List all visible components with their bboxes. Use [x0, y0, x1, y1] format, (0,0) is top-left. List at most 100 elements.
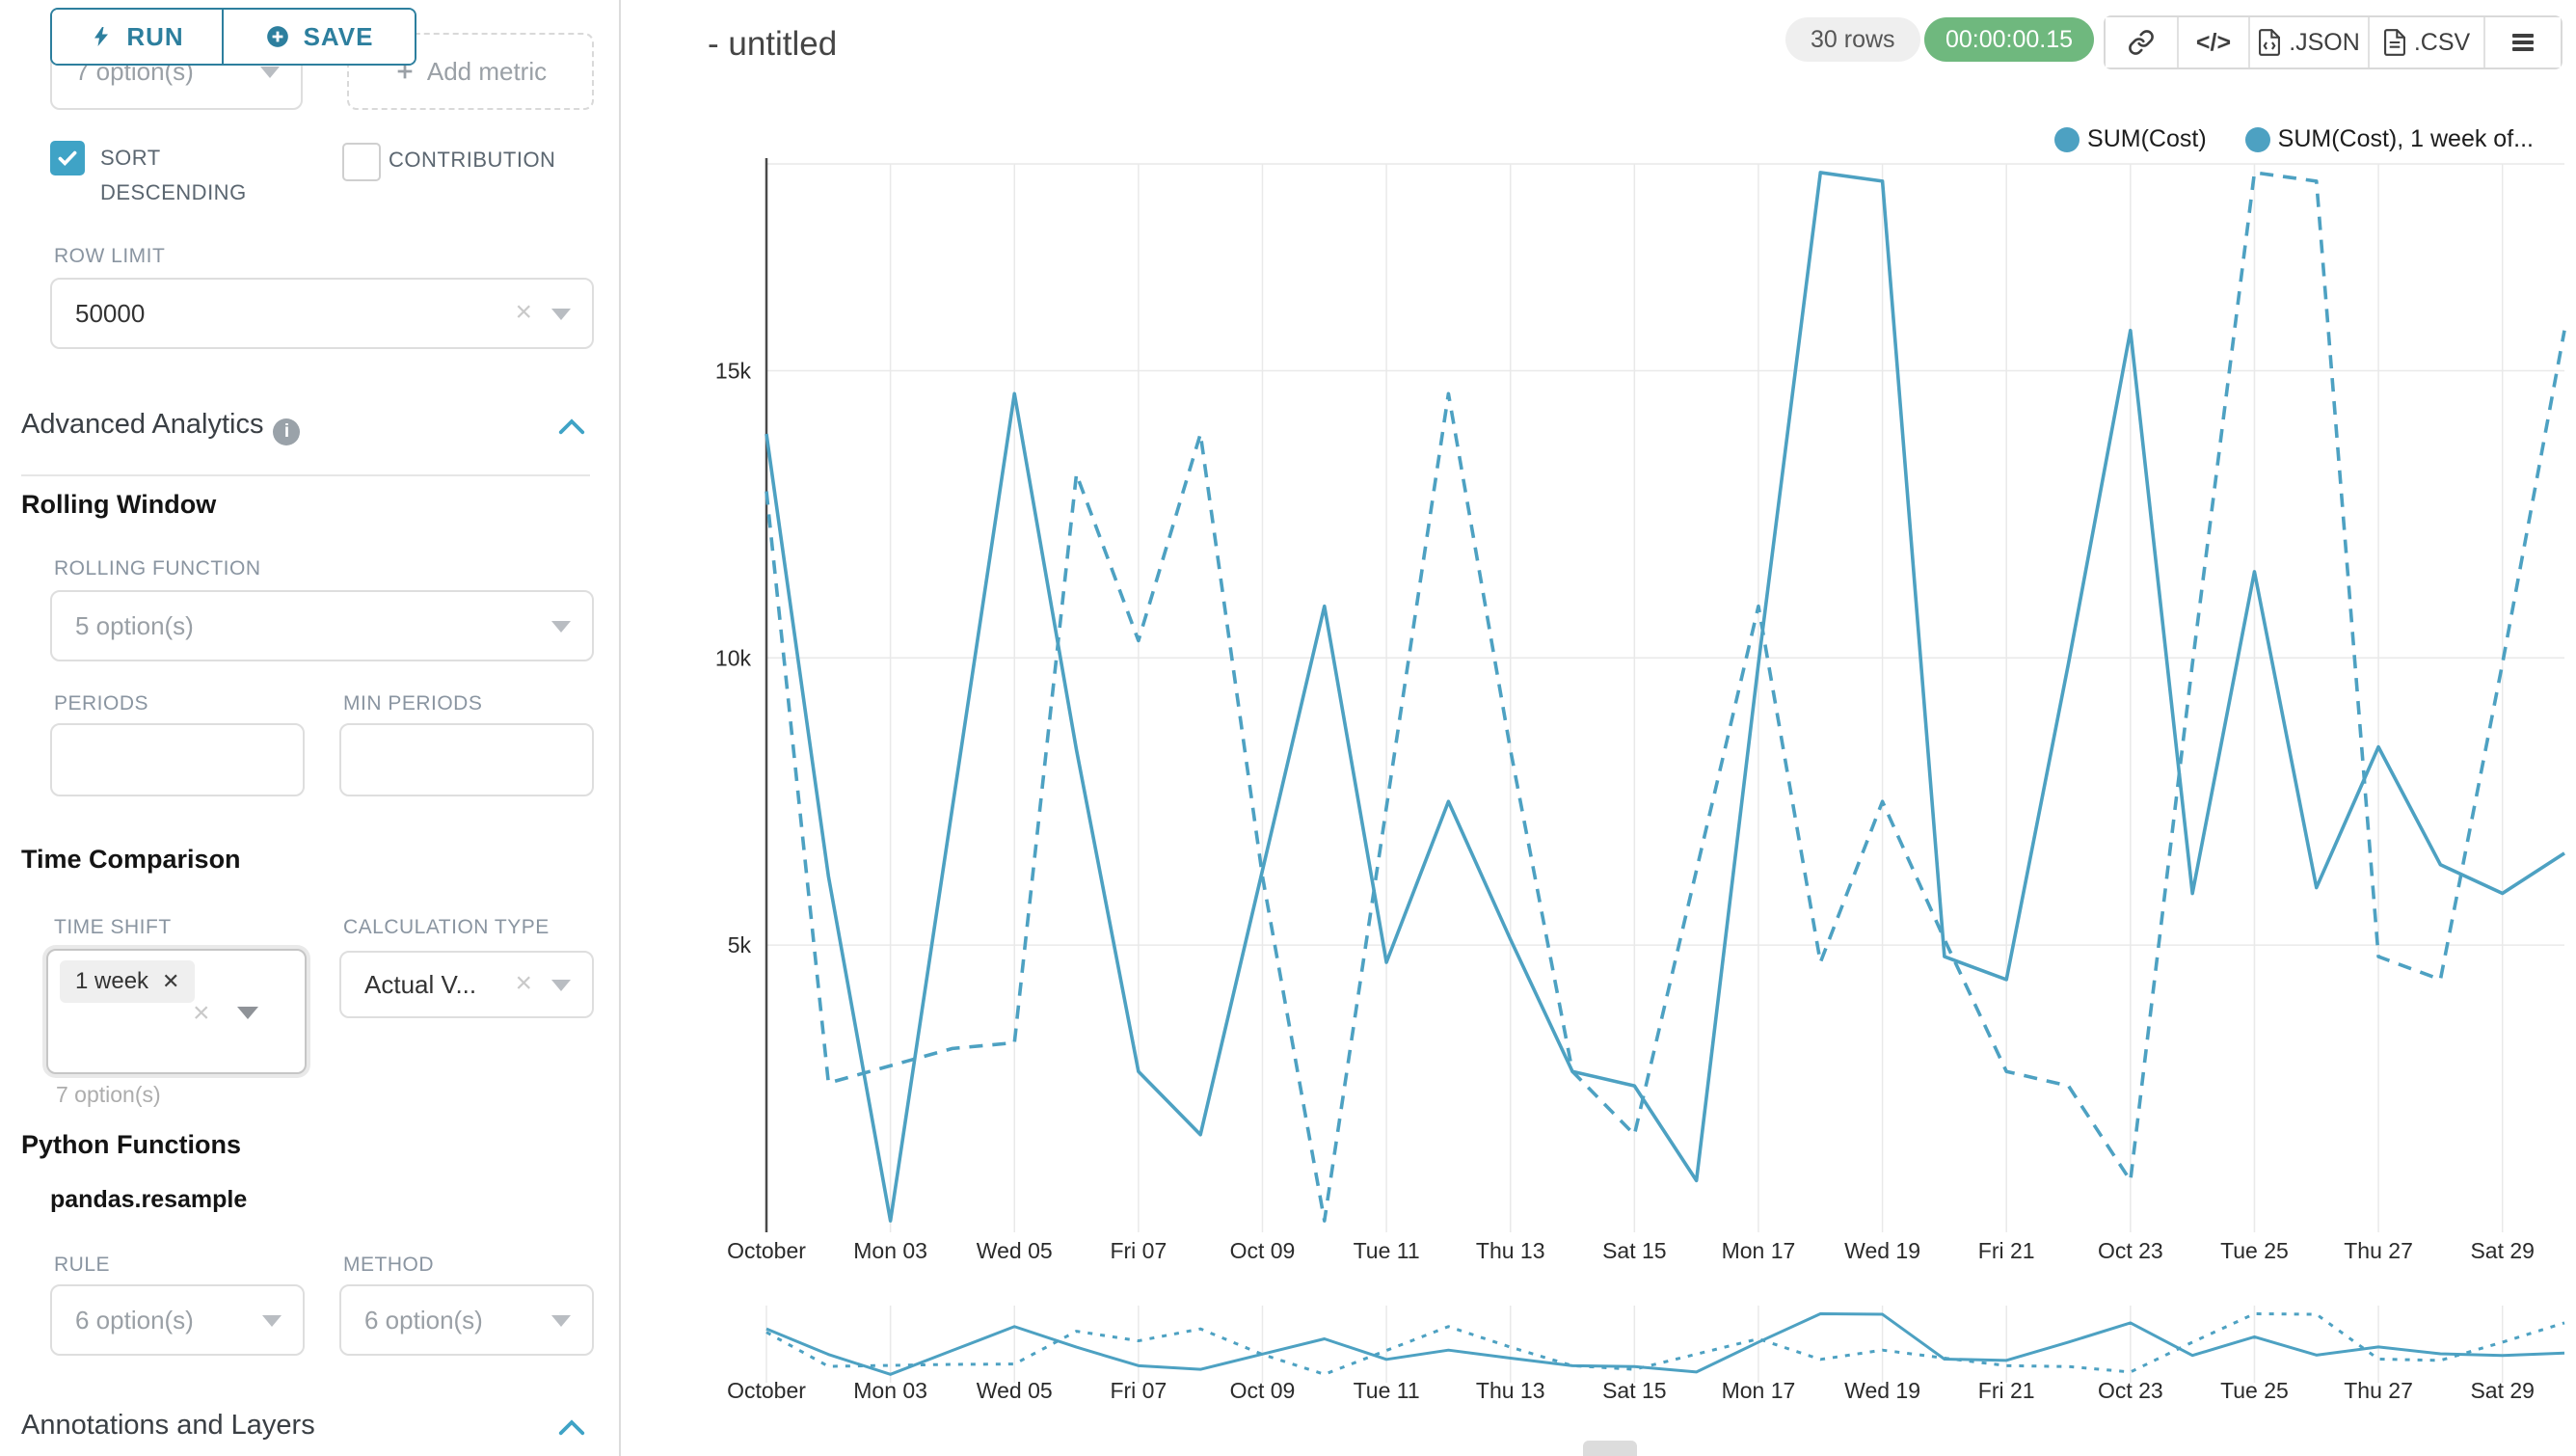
legend-dot-icon [2244, 126, 2270, 152]
export-json-button[interactable]: .JSON [2250, 17, 2368, 67]
method-select[interactable]: 6 option(s) [339, 1284, 594, 1356]
time-comparison-header: Time Comparison [21, 845, 241, 874]
rule-value: 6 option(s) [75, 1305, 194, 1335]
contribution-checkbox[interactable] [342, 143, 381, 181]
rolling-function-select[interactable]: 5 option(s) [50, 590, 594, 661]
rule-label: RULE [54, 1254, 111, 1276]
view-query-button[interactable]: </> [2179, 17, 2248, 67]
svg-text:Fri 07: Fri 07 [1110, 1378, 1167, 1403]
row-limit-select[interactable]: 50000 × [50, 278, 594, 349]
svg-text:Wed 19: Wed 19 [1844, 1238, 1920, 1263]
rolling-window-header: Rolling Window [21, 490, 217, 519]
chevron-down-icon [551, 980, 571, 991]
json-file-icon [2259, 29, 2281, 56]
min-periods-input[interactable] [339, 723, 594, 796]
save-button[interactable]: SAVE [224, 10, 415, 64]
svg-text:Tue 25: Tue 25 [2220, 1378, 2289, 1403]
add-metric-label: Add metric [426, 56, 548, 86]
svg-text:Wed 05: Wed 05 [977, 1378, 1053, 1403]
rolling-function-value: 5 option(s) [75, 610, 194, 640]
row-count-badge: 30 rows [1785, 17, 1920, 62]
clear-icon[interactable]: × [515, 966, 532, 999]
export-csv-button[interactable]: .CSV [2370, 17, 2483, 67]
sort-descending-checkbox[interactable] [50, 141, 85, 175]
time-shift-label: TIME SHIFT [54, 916, 172, 938]
control-panel: 7 option(s) Add metric RUN SAVE SORT DES… [0, 0, 621, 1456]
run-save-button-group: RUN SAVE [50, 8, 416, 66]
tag-close-icon[interactable]: ✕ [162, 969, 180, 993]
svg-text:Thu 27: Thu 27 [2344, 1238, 2413, 1263]
hamburger-menu-icon [2512, 34, 2534, 51]
chevron-down-icon [551, 1315, 571, 1327]
row-limit-value: 50000 [75, 298, 146, 328]
svg-text:Oct 09: Oct 09 [1230, 1238, 1296, 1263]
chart-panel: October October Mon 03 Mon 03 Wed 05 Wed 05 Fr… [619, 0, 2576, 1456]
advanced-analytics-header[interactable]: Advanced Analytics i [21, 409, 301, 445]
clear-icon[interactable]: × [515, 295, 532, 328]
calculation-type-select[interactable]: Actual V... × [339, 951, 594, 1018]
check-icon [58, 150, 77, 167]
run-button[interactable]: RUN [52, 10, 222, 64]
calculation-type-label: CALCULATION TYPE [343, 916, 550, 938]
add-metric-button[interactable]: Add metric [347, 33, 594, 110]
rule-select[interactable]: 6 option(s) [50, 1284, 305, 1356]
svg-text:Fri 21: Fri 21 [1978, 1238, 2035, 1263]
svg-text:Tue 25: Tue 25 [2220, 1238, 2289, 1263]
copy-link-button[interactable] [2106, 17, 2177, 67]
svg-text:Thu 13: Thu 13 [1476, 1378, 1545, 1403]
svg-text:10k: 10k [715, 645, 752, 670]
csv-file-icon [2383, 29, 2405, 56]
svg-text:Wed 19: Wed 19 [1844, 1378, 1920, 1403]
svg-text:Sat 15: Sat 15 [1602, 1238, 1667, 1263]
button-divider [222, 10, 224, 64]
chevron-down-icon [551, 621, 571, 633]
collapse-chevron-up-icon[interactable] [557, 1417, 586, 1437]
pandas-resample-label: pandas.resample [50, 1186, 248, 1213]
svg-text:Thu 27: Thu 27 [2344, 1378, 2413, 1403]
svg-text:Oct 09: Oct 09 [1230, 1378, 1296, 1403]
min-periods-label: MIN PERIODS [343, 692, 483, 715]
svg-text:Mon 03: Mon 03 [853, 1378, 927, 1403]
svg-text:5k: 5k [728, 932, 752, 957]
info-icon: i [273, 418, 301, 445]
sort-descending-label: SORT DESCENDING [100, 146, 247, 204]
svg-text:Mon 17: Mon 17 [1722, 1378, 1796, 1403]
svg-text:Sat 29: Sat 29 [2470, 1378, 2535, 1403]
panel-resize-handle[interactable] [1583, 1441, 1637, 1456]
contribution-label: CONTRIBUTION [389, 148, 556, 172]
svg-text:Tue 11: Tue 11 [1354, 1238, 1420, 1263]
chevron-down-icon [237, 1007, 258, 1019]
svg-text:Mon 17: Mon 17 [1722, 1238, 1796, 1263]
more-menu-button[interactable] [2485, 17, 2561, 67]
method-label: METHOD [343, 1254, 434, 1276]
method-value: 6 option(s) [364, 1305, 483, 1335]
time-shift-hint: 7 option(s) [56, 1082, 161, 1107]
lightning-icon [94, 27, 109, 46]
svg-text:Fri 21: Fri 21 [1978, 1378, 2035, 1403]
svg-text:October: October [727, 1238, 806, 1263]
time-shift-multiselect[interactable]: 1 week ✕ × [46, 949, 307, 1074]
rolling-function-label: ROLLING FUNCTION [54, 557, 261, 580]
legend-item[interactable]: SUM(Cost), 1 week of... [2244, 125, 2534, 153]
collapse-chevron-up-icon[interactable] [557, 417, 586, 436]
svg-text:Thu 13: Thu 13 [1476, 1238, 1545, 1263]
legend-item[interactable]: SUM(Cost) [2054, 125, 2207, 153]
chevron-down-icon [262, 1315, 282, 1327]
time-shift-tag: 1 week ✕ [60, 960, 196, 1003]
periods-label: PERIODS [54, 692, 149, 715]
svg-text:15k: 15k [715, 358, 752, 383]
link-icon [2129, 30, 2154, 55]
clear-icon[interactable]: × [193, 997, 210, 1029]
row-limit-label: ROW LIMIT [54, 245, 166, 267]
chart-toolbar: </> .JSON .CSV [2104, 15, 2563, 69]
periods-input[interactable] [50, 723, 305, 796]
svg-text:Oct 23: Oct 23 [2098, 1238, 2163, 1263]
timeseries-line-chart[interactable]: October October Mon 03 Mon 03 Wed 05 Wed 05 Fr… [619, 0, 2576, 1456]
annotations-header[interactable]: Annotations and Layers [21, 1410, 315, 1441]
svg-text:October: October [727, 1378, 806, 1403]
svg-text:Sat 15: Sat 15 [1602, 1378, 1667, 1403]
svg-text:Tue 11: Tue 11 [1354, 1378, 1420, 1403]
code-icon: </> [2195, 28, 2232, 56]
chart-title[interactable]: - untitled [708, 25, 838, 63]
